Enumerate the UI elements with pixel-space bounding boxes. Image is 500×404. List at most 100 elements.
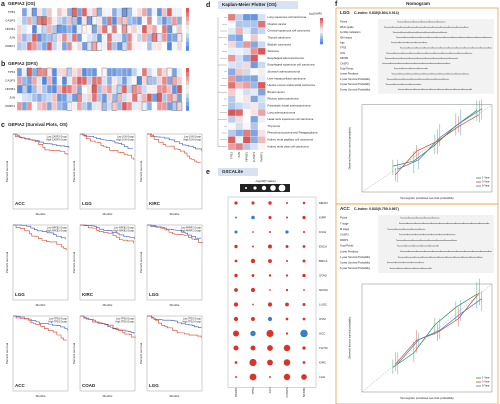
- plot-frame: [79, 224, 136, 301]
- colorbar: [186, 72, 189, 77]
- y-axis-label: Observed fraction survival probability: [348, 316, 352, 359]
- heat-cell: [51, 41, 58, 51]
- heat-cell: [71, 84, 78, 94]
- colorbar: [186, 42, 189, 47]
- heat-cell: [176, 41, 183, 51]
- cancer-label: ACC: [15, 201, 25, 206]
- heat-cell: [235, 129, 244, 137]
- row-label: 3-year Survival Probability: [340, 260, 371, 264]
- dot: [283, 344, 291, 352]
- heat-cell: [66, 33, 73, 43]
- x-axis-label: Months: [170, 394, 180, 398]
- row-label: Linear Predictor: [340, 72, 358, 76]
- heat-cell: [51, 7, 58, 17]
- heat-cell: [116, 41, 123, 51]
- heat-cell: [171, 67, 178, 77]
- colorbar: [186, 29, 189, 34]
- heat-cell: [161, 7, 168, 17]
- dot: [285, 216, 289, 219]
- dot: [251, 215, 255, 220]
- survival-curve: [147, 133, 202, 151]
- heat-cell: [136, 24, 143, 34]
- heat-cell: [36, 16, 43, 26]
- heat-cell: [227, 143, 236, 151]
- heat-cell: [166, 24, 173, 34]
- heat-cell: [101, 41, 108, 51]
- heat-cell: [51, 33, 58, 43]
- heat-cell: [111, 76, 118, 86]
- legend-title: log10(HR): [309, 12, 322, 16]
- heat-cell: [227, 109, 236, 117]
- dot: [302, 303, 306, 306]
- heat-cell: [242, 102, 251, 110]
- heat-cell: [257, 102, 266, 110]
- heat-cell: [106, 41, 113, 51]
- heat-cell: [26, 101, 33, 111]
- heat-cell: [81, 101, 88, 111]
- heat-cell: [171, 101, 178, 111]
- heat-cell: [46, 24, 53, 34]
- heat-cell: [235, 13, 244, 21]
- cancer-label: LGG: [82, 201, 92, 206]
- heat-cell: [257, 136, 266, 144]
- title-box: [218, 1, 298, 9]
- survival-curve: [13, 224, 67, 251]
- legend-entry: 1-Year: [482, 176, 490, 180]
- heat-cell: [101, 7, 108, 17]
- heat-cell: [76, 16, 83, 26]
- heat-cell: [71, 67, 78, 77]
- heat-cell: [81, 7, 88, 17]
- dot: [302, 317, 306, 321]
- heat-cell: [111, 84, 118, 94]
- heat-cell: [141, 7, 148, 17]
- heat-cell: [106, 16, 113, 26]
- row-label: 5-year Survival Probability: [340, 266, 371, 270]
- heat-cell: [131, 76, 138, 86]
- heat-cell: [111, 67, 118, 77]
- cancer-label: COAD: [82, 383, 96, 388]
- row-label: Lung adenocarcinoma: [268, 110, 296, 114]
- colorbar: [320, 28, 323, 32]
- heat-cell: [141, 93, 148, 103]
- heat-cell: [136, 41, 143, 51]
- legend-entry: 5-Year: [482, 384, 490, 388]
- row-label: Points: [340, 216, 348, 220]
- heat-cell: [16, 33, 23, 43]
- heat-cell: [126, 67, 133, 77]
- dot: [302, 215, 306, 220]
- legend-dot: [278, 184, 286, 192]
- heat-cell: [176, 24, 183, 34]
- heat-cell: [21, 41, 28, 51]
- colorbar: [320, 33, 323, 37]
- heat-cell: [257, 122, 266, 130]
- cancer-label: LGG: [15, 292, 25, 297]
- heat-cell: [121, 41, 128, 51]
- heat-cell: [235, 109, 244, 117]
- heat-cell: [235, 95, 244, 103]
- heat-cell: [136, 7, 143, 17]
- survival-curve: [80, 224, 134, 244]
- heat-cell: [71, 24, 78, 34]
- heat-cell: [71, 101, 78, 111]
- dot: [285, 230, 289, 234]
- heat-cell: [176, 101, 183, 111]
- plot-frame: [227, 196, 317, 388]
- heat-cell: [31, 16, 38, 26]
- heat-cell: [91, 84, 98, 94]
- heat-cell: [31, 41, 38, 51]
- heat-cell: [257, 47, 266, 55]
- heat-cell: [242, 34, 251, 42]
- heat-cell: [66, 101, 73, 111]
- heat-cell: [111, 16, 118, 26]
- dot: [268, 201, 272, 205]
- heat-cell: [151, 67, 158, 77]
- heat-cell: [46, 101, 53, 111]
- heat-cell: [56, 67, 63, 77]
- row-label: Breast cancer: [268, 90, 285, 94]
- legend-entry: Low PARP1 Group: [181, 227, 202, 230]
- heat-cell: [250, 122, 259, 130]
- heat-cell: [146, 24, 153, 34]
- dot: [268, 274, 272, 277]
- dot: [285, 302, 289, 307]
- heat-cell: [61, 16, 68, 26]
